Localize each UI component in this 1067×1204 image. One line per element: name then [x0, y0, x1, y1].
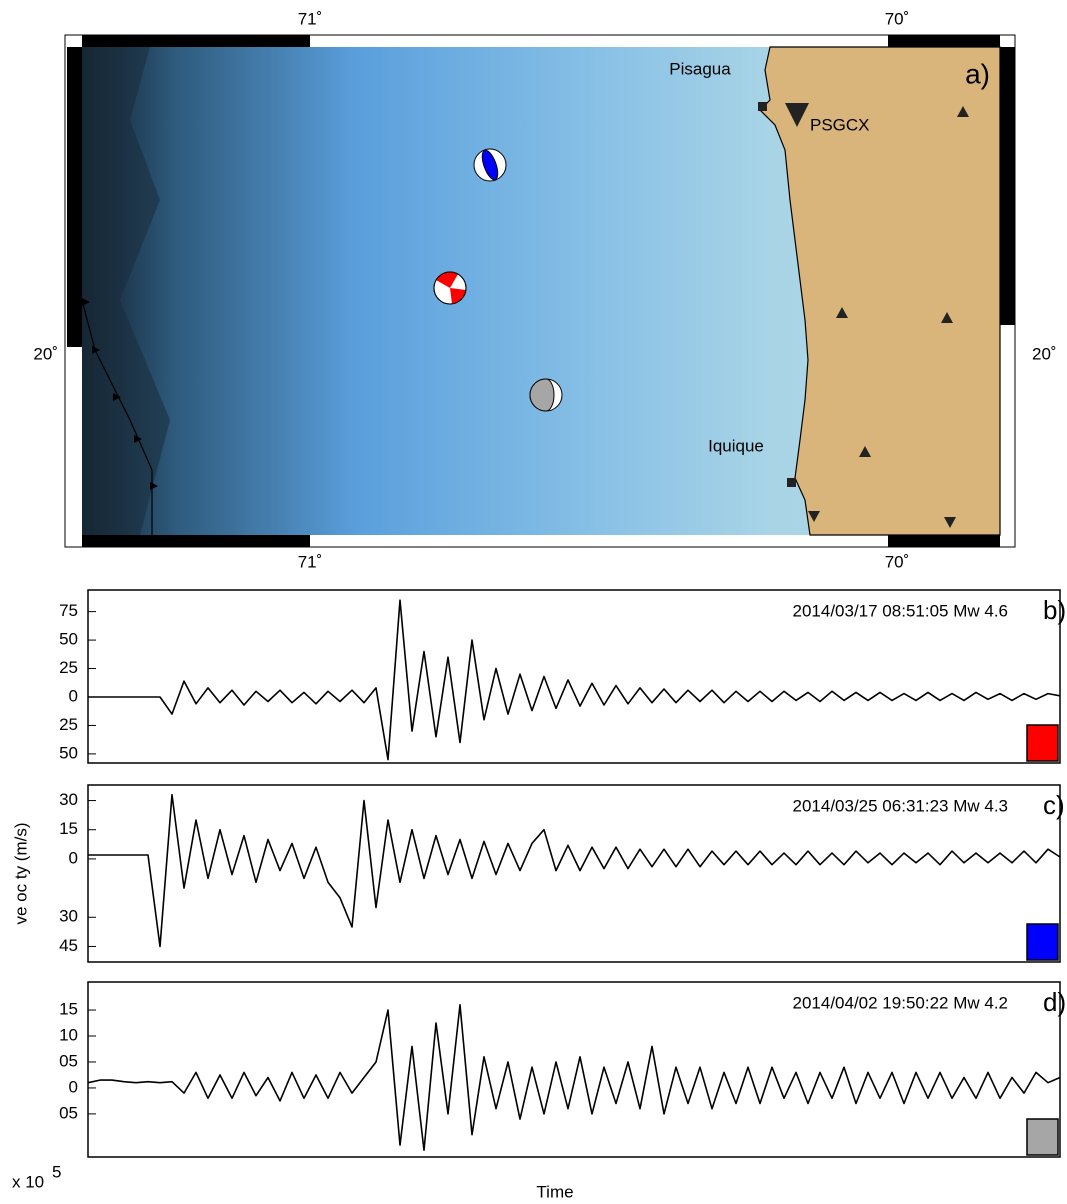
y-tick-label: 15 [59, 1000, 78, 1019]
frame-bar [82, 535, 310, 547]
y-tick-label: 0 [69, 1077, 78, 1096]
station-label: PSGCX [810, 115, 870, 134]
lon-label: 70˚ [885, 552, 910, 571]
panel-label: c) [1043, 790, 1065, 820]
y-tick-label: 25 [59, 715, 78, 734]
focal-mechanism [529, 378, 563, 412]
y-tick-label: 05 [59, 1051, 78, 1070]
y-tick-label: 0 [69, 848, 78, 867]
panel-label: a) [965, 58, 990, 89]
y-tick-label: 50 [59, 743, 78, 762]
annotation: 2014/03/25 06:31:23 Mw 4.3 [793, 796, 1009, 815]
multiplier-exponent: 5 [52, 1162, 61, 1181]
x-axis-label: Time [536, 1182, 573, 1201]
panel-label: d) [1043, 987, 1066, 1017]
focal-mechanism [473, 148, 507, 182]
lat-label: 20˚ [33, 344, 58, 363]
frame-bar [888, 35, 1000, 47]
focal-mechanism [433, 271, 467, 305]
plot-frame [87, 981, 1061, 1158]
place-label: Iquique [708, 436, 764, 455]
y-tick-label: 30 [59, 790, 78, 809]
trench-line [81, 299, 153, 535]
y-tick-label: 45 [59, 936, 78, 955]
frame-bar [888, 535, 1000, 547]
multiplier: x 10 [12, 1172, 44, 1191]
y-tick-label: 30 [59, 907, 78, 926]
y-tick-label: 0 [69, 686, 78, 705]
deep-trench [82, 47, 170, 535]
y-tick-label: 25 [59, 658, 78, 677]
lon-label: 71˚ [298, 552, 323, 571]
y-tick-label: 10 [59, 1025, 78, 1044]
waveform [88, 599, 1061, 761]
annotation: 2014/04/02 19:50:22 Mw 4.2 [793, 993, 1009, 1012]
frame-bar [82, 35, 310, 47]
station [758, 102, 969, 528]
plot-frame [87, 784, 1061, 963]
frame-bar [1000, 47, 1015, 325]
y-tick-label: 75 [59, 601, 78, 620]
y-tick-label: 50 [59, 630, 78, 649]
event-swatch [1026, 724, 1059, 762]
lon-label: 71˚ [298, 9, 323, 28]
frame-bar [67, 47, 82, 347]
y-tick-label: 15 [59, 819, 78, 838]
waveform [87, 1004, 1061, 1151]
event-swatch [1026, 923, 1059, 961]
annotation: 2014/03/17 08:51:05 Mw 4.6 [793, 601, 1009, 620]
event-swatch [1026, 1118, 1059, 1156]
y-axis-label: ve oc ty (m/s) [11, 822, 30, 924]
panel-label: b) [1043, 595, 1066, 625]
trench-teeth [82, 298, 158, 490]
lon-label: 70˚ [885, 9, 910, 28]
y-tick-label: 05 [59, 1103, 78, 1122]
lat-label: 20˚ [1032, 344, 1057, 363]
map: 71˚ 70˚ 71˚ 70˚ 20˚ 20˚ Pisagua Iquique … [33, 9, 1056, 571]
place-label: Pisagua [669, 59, 731, 78]
plot-frame [87, 589, 1061, 764]
waveform [88, 793, 1061, 948]
